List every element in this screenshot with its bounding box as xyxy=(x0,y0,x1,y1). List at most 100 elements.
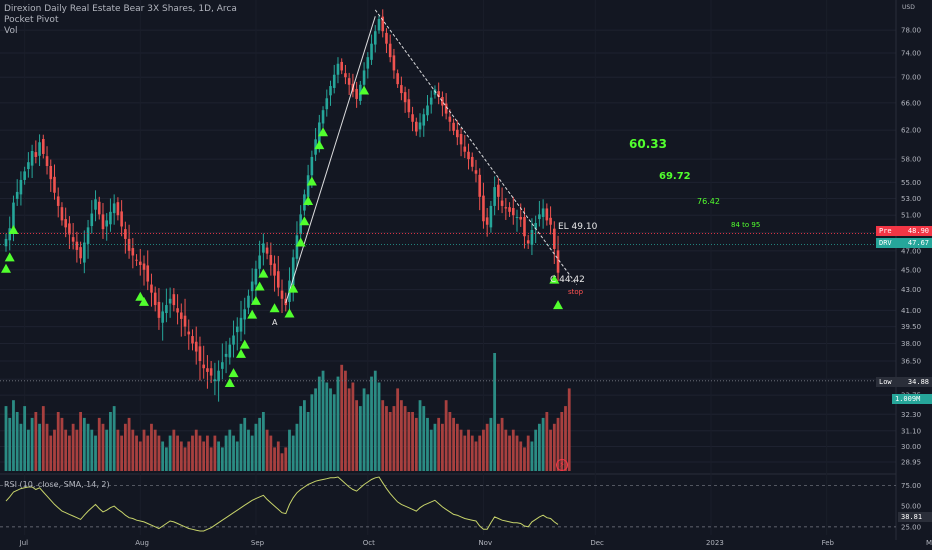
candle-body xyxy=(403,92,407,103)
volume-bar xyxy=(265,429,269,471)
pocket-pivot-icon xyxy=(8,225,19,235)
candle-body xyxy=(68,223,71,235)
volume-bar xyxy=(138,441,142,471)
volume-bar xyxy=(168,435,172,471)
candle-body xyxy=(504,207,508,209)
volume-bar xyxy=(273,447,276,471)
volume-bar xyxy=(519,441,523,471)
volume-bar xyxy=(552,423,556,471)
pocket-pivot-icon xyxy=(295,237,306,247)
volume-bar xyxy=(485,423,489,471)
candle-body xyxy=(415,121,418,132)
target-label-1: 60.33 xyxy=(629,137,667,151)
volume-bar xyxy=(388,412,392,471)
candle-body xyxy=(183,315,187,327)
volume-bar xyxy=(235,441,239,471)
volume-bar xyxy=(314,388,317,471)
volume-bar xyxy=(508,435,511,471)
candle-body xyxy=(176,308,179,313)
volume-bar xyxy=(183,447,187,471)
volume-bar xyxy=(176,435,179,471)
rsi-value-tag: 38.81 xyxy=(898,512,932,522)
candle-body xyxy=(30,150,34,166)
candle-body xyxy=(392,55,396,71)
volume-bar xyxy=(463,435,467,471)
pocket-pivot-icon xyxy=(235,348,246,358)
rsi-legend[interactable]: RSI (10, close, SMA, 14, 2) xyxy=(4,480,110,489)
volume-bar xyxy=(79,412,82,471)
indicator-pocket-pivot[interactable]: Pocket Pivot xyxy=(4,15,59,25)
candle-body xyxy=(209,368,213,376)
candle-body xyxy=(482,195,485,222)
x-tick-label: Jul xyxy=(19,539,29,547)
x-tick-label: Oct xyxy=(363,539,375,547)
flash-icon[interactable]: ⚡ xyxy=(556,459,568,471)
point-a-label: A xyxy=(272,318,278,327)
candle-body xyxy=(463,146,467,152)
candle-body xyxy=(344,73,347,78)
indicator-volume[interactable]: Vol xyxy=(4,26,18,36)
y-tick-label: 58.00 xyxy=(901,156,921,164)
stop-label: stop xyxy=(568,288,584,296)
volume-bar xyxy=(340,364,344,471)
candle-body xyxy=(180,312,183,319)
candle-body xyxy=(23,171,26,180)
volume-bar xyxy=(534,429,538,471)
volume-bar xyxy=(101,423,105,471)
candle-body xyxy=(213,379,217,382)
candle-body xyxy=(83,242,86,263)
target-label-2: 69.72 xyxy=(659,171,691,182)
candle-body xyxy=(247,295,250,308)
y-tick-label: 55.00 xyxy=(901,179,921,187)
candle-body xyxy=(515,216,519,218)
y-tick-label: 66.00 xyxy=(901,99,921,107)
pocket-pivot-icon xyxy=(284,308,295,318)
candle-body xyxy=(228,344,232,358)
candle-body xyxy=(235,326,239,333)
volume-bar xyxy=(131,429,135,471)
chart-legend: Direxion Daily Real Estate Bear 3X Share… xyxy=(4,4,237,37)
volume-bar xyxy=(38,423,41,471)
pocket-pivot-icon xyxy=(553,300,564,310)
candle-body xyxy=(109,211,112,225)
volume-bar xyxy=(358,406,362,471)
volume-bar xyxy=(567,388,571,471)
last-price-value: 47.67 xyxy=(907,239,929,247)
candle-body xyxy=(478,174,482,197)
candle-body xyxy=(470,156,474,167)
volume-bar xyxy=(4,406,8,471)
candle-body xyxy=(340,61,343,71)
volume-bar xyxy=(407,412,411,471)
volume-bar xyxy=(153,429,157,471)
volume-bar xyxy=(392,406,396,471)
volume-bar xyxy=(459,429,463,471)
y-tick-label: 32.30 xyxy=(901,411,921,419)
volume-bar xyxy=(258,417,262,471)
volume-bar xyxy=(82,417,86,471)
volume-bar xyxy=(482,429,485,471)
volume-bar xyxy=(530,441,534,471)
candle-body xyxy=(79,247,82,259)
pocket-pivot-icon xyxy=(288,283,299,293)
candle-body xyxy=(441,96,444,106)
candle-body xyxy=(347,78,351,85)
volume-bar xyxy=(455,423,459,471)
pocket-pivot-icon xyxy=(359,85,370,95)
y-tick-label: 38.00 xyxy=(901,340,921,348)
volume-bar xyxy=(261,412,265,471)
volume-bar xyxy=(541,417,545,471)
candle-body xyxy=(206,368,209,372)
candle-body xyxy=(168,298,172,304)
volume-bar xyxy=(299,406,303,471)
candle-body xyxy=(377,19,381,31)
pocket-pivot-icon xyxy=(250,295,261,305)
x-tick-label: Aug xyxy=(135,539,149,547)
candle-body xyxy=(105,220,109,227)
candle-body xyxy=(456,129,459,138)
volume-bar xyxy=(75,429,79,471)
candle-body xyxy=(232,335,235,345)
candle-body xyxy=(45,156,49,166)
pocket-pivot-icon xyxy=(135,291,146,301)
volume-bar xyxy=(213,435,217,471)
